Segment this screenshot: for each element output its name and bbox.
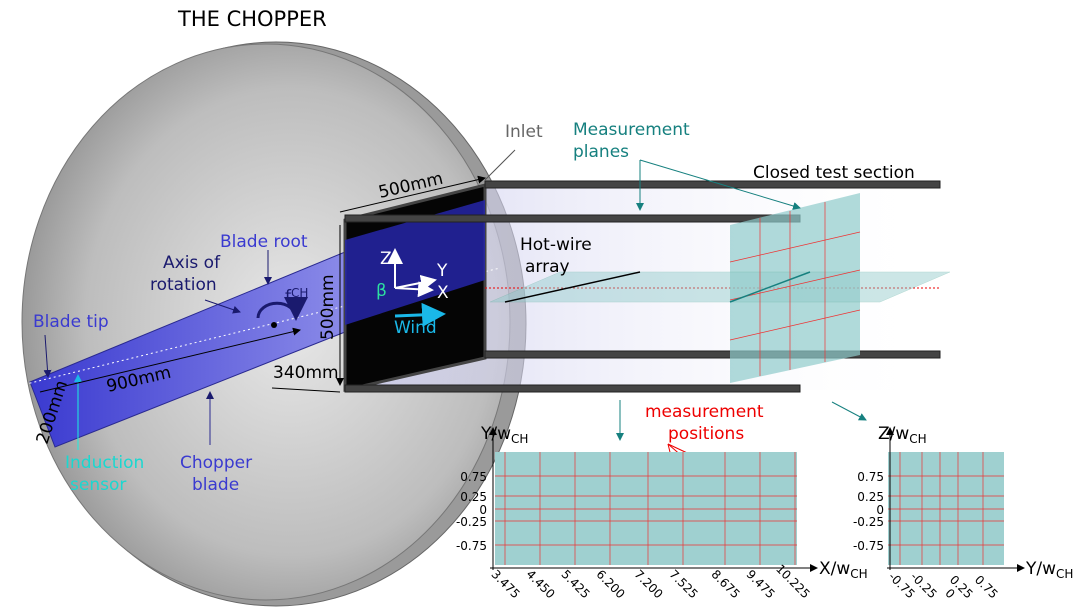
y-tick-label: 0 [876,503,884,517]
inlet-blade [345,200,485,325]
dim-500-top [339,175,486,213]
x-tick-label: 5.425 [558,567,592,601]
hot-wire-2 [729,271,811,303]
subscript: CH [1056,567,1073,581]
label: X/w [819,559,850,579]
x-tick-label: 8.675 [708,567,742,601]
frequency-label: fCH [285,286,308,307]
height-label: 500mm [318,274,338,340]
tube [484,180,941,189]
x-tick-label: 3.475 [488,567,522,601]
inlet-label: Inlet [505,122,543,142]
x-tick-label: 4.450 [523,567,557,601]
axis-pointer [204,299,241,314]
plot-pointer [831,401,867,421]
hub [271,322,277,328]
axis-x [394,281,434,298]
y-label: Y [436,261,448,281]
y-tick-label: 0.75 [460,470,487,484]
y-tick-label: -0.25 [456,515,487,529]
y-tick-label: -0.75 [456,539,487,553]
z-label: Z [380,249,392,269]
angle-label: β [376,281,387,301]
x-label: X [437,283,449,303]
subscript: CH [850,567,867,581]
tubes [344,180,941,393]
planes-label: Measurement [573,120,690,140]
tip-label: Blade tip [33,312,109,332]
plot-area [495,452,797,565]
tip-pointer [43,334,52,378]
dim-340 [271,387,341,393]
positions-label: positions [668,424,744,444]
x-axis-label: Y/wCH [1025,559,1073,581]
y-tick-label: 0.25 [857,490,884,504]
x-tick-label: 0.75 [972,573,1001,602]
x-tick-label: 7.525 [666,567,700,601]
rotation-arrow [256,296,308,321]
subscript: CH [291,286,308,300]
section-label: Closed test section [753,163,915,183]
label: Y/w [1025,559,1056,579]
wind-arrow [394,302,446,327]
subscript: CH [511,432,528,446]
sensor-label: sensor [70,475,126,495]
planes-label: planes [573,142,629,162]
hotwire-label: array [525,257,570,277]
y-tick-label: -0.75 [853,539,884,553]
plane-grid [729,202,861,376]
x-tick-label: 6.200 [593,567,627,601]
blade-label: Chopper [180,453,252,473]
x-axis-label: X/wCH [819,559,868,581]
root-label: Blade root [220,232,308,252]
x-tick-label: 7.200 [631,567,665,601]
axis-label: Axis of [163,253,221,273]
subscript: CH [909,432,926,446]
title: THE CHOPPER [177,7,327,31]
sensor-label: Induction [65,453,144,473]
plane-pointer [639,159,801,210]
vertical-plane [730,193,860,383]
wind-label: Wind [394,318,437,338]
y-axis-label: Z/wCH [878,424,927,446]
depth-label: 340mm [273,363,339,383]
plot-area [888,452,1004,565]
tube [484,350,941,359]
y-tick-label: 0 [479,503,487,517]
y-tick-label: 0.25 [460,490,487,504]
inlet-pointer [484,149,516,181]
y-tick-label: 0.75 [857,470,884,484]
axis-label: rotation [150,275,217,295]
hotwire-label: Hot-wire [520,235,592,255]
hot-wire [504,271,641,303]
label: Z/w [878,424,909,444]
y-tick-label: -0.25 [853,515,884,529]
blade-label: blade [192,475,239,495]
x-tick-label: 9.475 [743,567,777,601]
symbol: f [285,287,292,307]
tube [344,384,801,393]
tube [344,214,801,223]
y-axis-label: Y/wCH [480,424,528,446]
dim-900 [39,327,301,393]
label: Y/w [480,424,511,444]
positions-label: measurement [645,402,764,422]
